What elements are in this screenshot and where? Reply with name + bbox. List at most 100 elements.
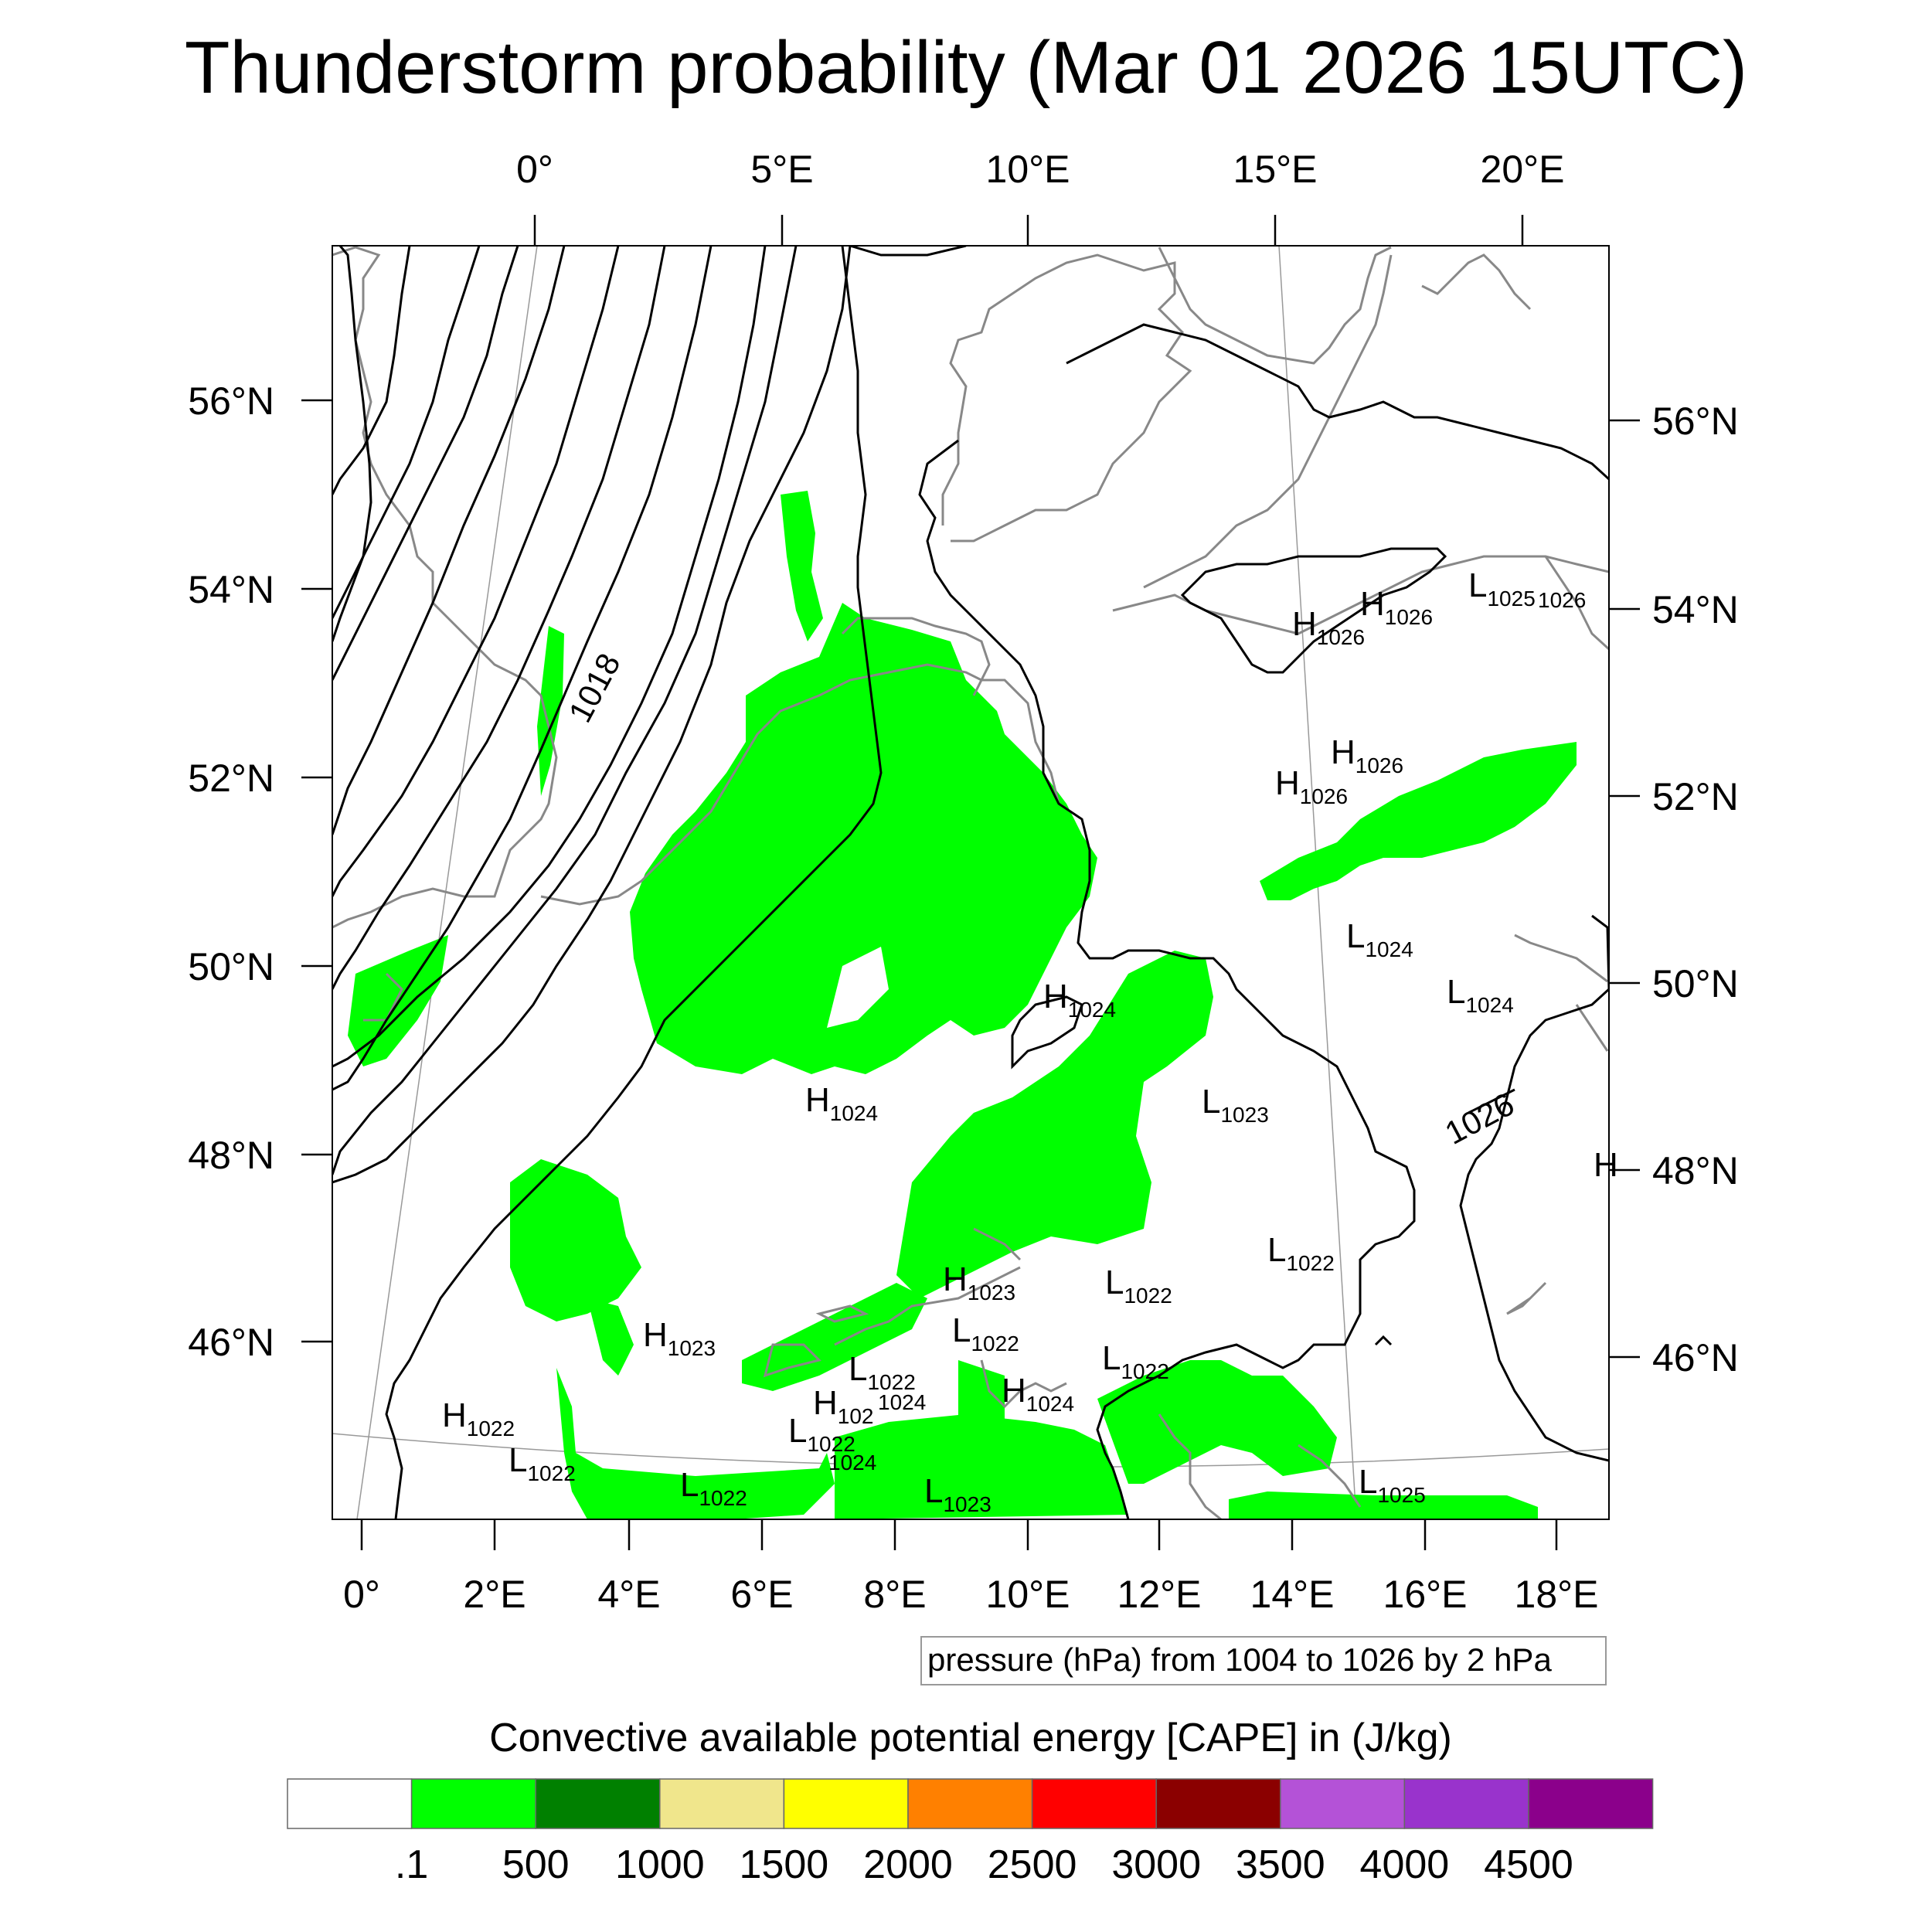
pressure-center: H1026 <box>1360 585 1433 629</box>
colorbar: Convective available potential energy [C… <box>287 1716 1654 1887</box>
bottom-lon-tick: 0° <box>343 1573 380 1616</box>
left-lat-tick: 52°N <box>188 757 274 800</box>
cape-area-south-coast <box>1229 1492 1538 1519</box>
bottom-lon-tick: 4°E <box>597 1573 660 1616</box>
isobar-line <box>1468 1088 1515 1114</box>
right-lat-tick: 46°N <box>1652 1336 1739 1379</box>
cape-area-gap <box>827 947 889 1028</box>
isobar-line <box>849 246 967 257</box>
bottom-lon-tick: 14°E <box>1250 1573 1335 1616</box>
top-lon-tick: 20°E <box>1481 148 1565 191</box>
pressure-center: L1022 <box>509 1441 576 1485</box>
isobar-line <box>918 439 1416 1519</box>
bottom-lon-tick: 18°E <box>1515 1573 1599 1616</box>
pressure-center: L1022 <box>788 1412 855 1456</box>
colorbar-label: 4500 <box>1484 1842 1573 1887</box>
colorbar-label: .1 <box>395 1842 428 1887</box>
cape-area-north-sea-strip <box>781 491 823 641</box>
colorbar-swatch <box>535 1778 661 1829</box>
pressure-center: L1023 <box>1202 1083 1269 1127</box>
isobar-line <box>332 246 519 681</box>
map-panel <box>332 245 1610 1520</box>
pressure-center: H102 <box>813 1384 874 1428</box>
cape-area-mediterranean <box>835 1414 1128 1519</box>
colorbar-swatch <box>410 1778 536 1829</box>
left-lat-tick: 48°N <box>188 1134 274 1177</box>
cape-area-england <box>537 626 564 796</box>
pressure-center: H1026 <box>1331 733 1403 777</box>
isobar-line <box>1374 1335 1393 1346</box>
bottom-lon-labels: 0° 2°E 4°E 6°E 8°E 10°E 12°E 14°E 16°E 1… <box>343 1573 1598 1616</box>
bottom-lon-tick: 2°E <box>463 1573 526 1616</box>
isobar-line <box>1066 323 1609 481</box>
colorbar-label: 3000 <box>1111 1842 1201 1887</box>
pressure-center: L1025 <box>1359 1463 1426 1507</box>
pressure-center: L1022 <box>849 1350 916 1394</box>
colorbar-swatch <box>1403 1778 1529 1829</box>
colorbar-label: 3500 <box>1236 1842 1325 1887</box>
pressure-center: 1026 <box>1538 588 1586 612</box>
colorbar-swatch <box>1031 1778 1157 1829</box>
pressure-center: L1024 <box>1447 973 1514 1017</box>
colorbar-label: 2000 <box>863 1842 953 1887</box>
colorbar-swatch <box>1155 1778 1281 1829</box>
isobar-line <box>332 246 566 835</box>
pressure-center: L1022 <box>1102 1339 1169 1383</box>
map-frame <box>332 245 1610 1520</box>
pressure-center: L1022 <box>1267 1231 1335 1275</box>
colorbar-label: 500 <box>502 1842 570 1887</box>
cape-fill <box>348 491 1577 1519</box>
right-lat-tick: 54°N <box>1652 588 1739 631</box>
left-lat-tick: 46°N <box>188 1321 274 1364</box>
top-lon-tick: 0° <box>516 148 553 191</box>
pressure-center: H1026 <box>1275 764 1348 808</box>
top-lon-tick: 5°E <box>750 148 813 191</box>
colorbar-label: 1000 <box>615 1842 705 1887</box>
cape-area-france-central <box>587 1298 634 1376</box>
isobars <box>332 246 1609 1519</box>
colorbar-swatch <box>1528 1778 1654 1829</box>
isobar-line <box>1180 547 1447 674</box>
bottom-lon-tick: 10°E <box>986 1573 1070 1616</box>
left-lat-labels: 56°N 54°N 52°N 50°N 48°N 46°N <box>188 379 274 1364</box>
isobar-line <box>332 246 372 642</box>
pressure-center: L1024 <box>1346 917 1413 961</box>
left-lat-tick: 54°N <box>188 568 274 611</box>
pressure-center: 1024 <box>878 1390 926 1414</box>
pressure-center: H1022 <box>442 1396 515 1440</box>
footnote-box <box>920 1636 1607 1685</box>
isobar-line <box>332 246 411 495</box>
pressure-center: H1024 <box>805 1081 878 1125</box>
pressure-center: H1023 <box>943 1260 1015 1304</box>
left-lat-tick: 50°N <box>188 945 274 988</box>
cape-area-benelux-germany <box>630 603 1097 1074</box>
colorbar-swatch <box>659 1778 785 1829</box>
colorbar-label: 2500 <box>988 1842 1077 1887</box>
pressure-centers: H1026 H1026 L1025 1026 H1026 H1026 L1024… <box>442 566 1618 1516</box>
bottom-lon-tick: 12°E <box>1117 1573 1202 1616</box>
colorbar-label: 4000 <box>1360 1842 1450 1887</box>
isobar-line <box>332 246 798 1175</box>
pressure-center: H <box>1594 1146 1618 1184</box>
axis-ticks <box>301 215 1640 1550</box>
colorbar-swatch <box>783 1778 909 1829</box>
map-title: Thunderstorm probability (Mar 01 2026 15… <box>185 26 1747 109</box>
cape-area-alps-streak <box>742 1283 927 1391</box>
colorbar-label: 1500 <box>740 1842 829 1887</box>
colorbar-swatch <box>907 1778 1033 1829</box>
cape-area-france-west <box>510 1159 641 1321</box>
right-lat-tick: 56°N <box>1652 400 1739 443</box>
right-lat-tick: 48°N <box>1652 1149 1739 1192</box>
isobar-line <box>332 246 481 619</box>
pressure-center: H1024 <box>1002 1372 1074 1416</box>
coastlines <box>332 246 1609 1519</box>
left-lat-tick: 56°N <box>188 379 274 423</box>
pressure-center: H1026 <box>1292 605 1365 649</box>
pressure-center: L1025 <box>1468 566 1536 611</box>
cape-area-southern-germany <box>896 951 1213 1298</box>
isobar-line <box>385 246 883 1519</box>
cape-area-france-south <box>556 1368 835 1519</box>
cape-area-poland <box>1260 742 1577 900</box>
pressure-footnote: pressure (hPa) from 1004 to 1026 by 2 hP… <box>920 1636 1607 1685</box>
bottom-lon-tick: 6°E <box>730 1573 793 1616</box>
